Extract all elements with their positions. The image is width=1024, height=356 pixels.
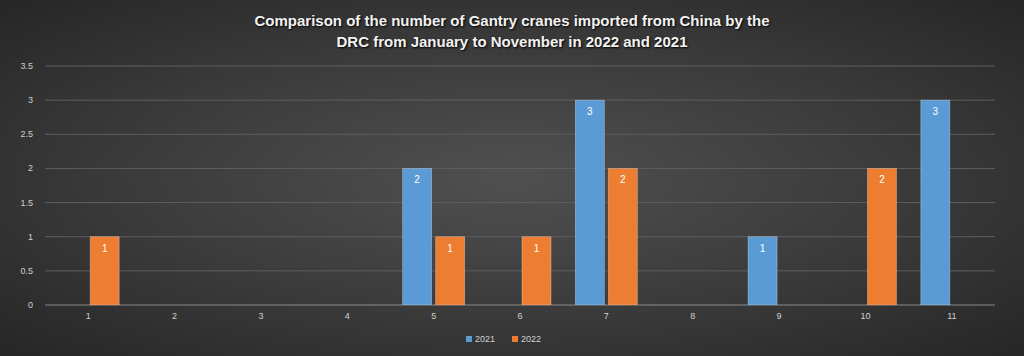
grid-line bbox=[45, 100, 995, 101]
grid-line bbox=[45, 236, 995, 237]
data-label: 2 bbox=[414, 174, 420, 185]
x-tick-label: 11 bbox=[947, 311, 956, 321]
data-label: 2 bbox=[879, 174, 885, 185]
title-line: Comparison of the number of Gantry crane… bbox=[254, 12, 769, 29]
grid-line bbox=[45, 305, 995, 306]
legend-swatch bbox=[512, 336, 518, 342]
grid-line bbox=[45, 66, 995, 67]
bar bbox=[575, 100, 604, 305]
y-tick-label: 0 bbox=[28, 300, 33, 310]
data-labels: 2 3 1 3 1 1 1 2 2 bbox=[102, 106, 939, 254]
x-tick-label: 4 bbox=[345, 311, 350, 321]
grid-line bbox=[45, 134, 995, 135]
data-label: 1 bbox=[534, 243, 540, 254]
legend: 2021 2022 bbox=[466, 334, 541, 344]
bars bbox=[90, 100, 950, 305]
x-tick-label: 2 bbox=[172, 311, 177, 321]
bar bbox=[748, 237, 777, 305]
grid bbox=[45, 66, 995, 305]
grid-line bbox=[45, 202, 995, 203]
bar bbox=[90, 237, 119, 305]
y-tick-label: 3 bbox=[28, 95, 33, 105]
y-tick-label: 0.5 bbox=[20, 266, 33, 276]
y-tick-label: 1.5 bbox=[20, 198, 33, 208]
grid-line bbox=[45, 270, 995, 271]
data-label: 1 bbox=[760, 243, 766, 254]
x-tick-label: 1 bbox=[86, 311, 91, 321]
data-label: 3 bbox=[587, 106, 593, 117]
grid-line bbox=[45, 168, 995, 169]
data-label: 2 bbox=[620, 174, 626, 185]
x-tick-label: 7 bbox=[604, 311, 609, 321]
bar bbox=[522, 237, 551, 305]
x-tick-label: 3 bbox=[258, 311, 263, 321]
y-tick-label: 2.5 bbox=[20, 129, 33, 139]
data-label: 1 bbox=[447, 243, 453, 254]
legend-swatch bbox=[466, 336, 472, 342]
chart: Comparison of the number of Gantry crane… bbox=[0, 0, 1024, 356]
bar bbox=[403, 168, 432, 305]
bar bbox=[867, 168, 896, 305]
bar bbox=[608, 168, 637, 305]
title-line: DRC from January to November in 2022 and… bbox=[337, 33, 688, 50]
x-tick-label: 5 bbox=[431, 311, 436, 321]
x-tick-label: 6 bbox=[517, 311, 522, 321]
bar bbox=[436, 237, 465, 305]
x-tick-label: 9 bbox=[777, 311, 782, 321]
x-tick-label: 8 bbox=[690, 311, 695, 321]
y-tick-label: 1 bbox=[28, 232, 33, 242]
bar bbox=[921, 100, 950, 305]
y-tick-label: 3.5 bbox=[20, 61, 33, 71]
data-label: 3 bbox=[933, 106, 939, 117]
data-label: 1 bbox=[102, 243, 108, 254]
legend-label: 2022 bbox=[521, 334, 541, 344]
x-tick-label: 10 bbox=[860, 311, 870, 321]
y-tick-label: 2 bbox=[28, 163, 33, 173]
legend-label: 2021 bbox=[475, 334, 495, 344]
chart-title: Comparison of the number of Gantry crane… bbox=[254, 12, 769, 50]
